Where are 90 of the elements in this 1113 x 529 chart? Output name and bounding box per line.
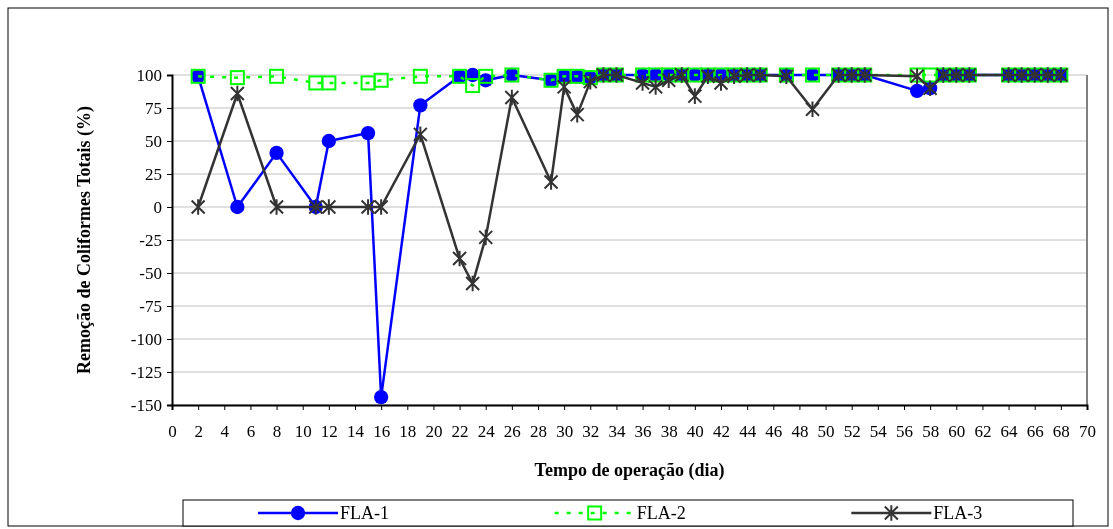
x-tick-label: 38 — [660, 421, 678, 441]
x-axis-title: Tempo de operação (dia) — [534, 460, 725, 481]
x-tick-label: 12 — [320, 421, 338, 441]
point — [805, 100, 820, 119]
point — [687, 87, 703, 105]
point — [504, 88, 520, 107]
point — [269, 145, 284, 161]
x-tick-label: 42 — [713, 421, 730, 441]
point — [413, 98, 428, 113]
point — [569, 105, 585, 124]
x-tick-label: 54 — [869, 421, 888, 441]
x-tick-label: 6 — [246, 421, 256, 441]
y-tick-label: -125 — [130, 362, 162, 382]
x-tick-label: 34 — [608, 421, 626, 441]
point — [269, 68, 285, 84]
y-tick-label: -100 — [130, 329, 162, 349]
point — [360, 198, 376, 216]
point — [190, 198, 206, 216]
point — [321, 198, 337, 216]
x-tick-label: 18 — [399, 421, 417, 441]
point — [321, 133, 337, 149]
y-tick-label: 25 — [145, 164, 162, 184]
x-tick-label: 64 — [1000, 421, 1019, 441]
point — [360, 75, 376, 91]
x-tick-label: 0 — [168, 421, 177, 441]
y-tick-label: 100 — [136, 65, 162, 85]
point — [648, 78, 664, 96]
x-tick-label: 20 — [425, 421, 443, 441]
point — [909, 83, 925, 98]
point — [373, 389, 389, 405]
legend-label: FLA-1 — [340, 503, 389, 523]
point — [269, 198, 285, 216]
point — [373, 72, 389, 88]
y-tick-label: 75 — [145, 98, 162, 118]
point — [713, 74, 729, 92]
point — [230, 199, 245, 215]
point — [922, 67, 938, 83]
point — [478, 228, 494, 247]
x-tick-label: 2 — [194, 421, 203, 441]
point — [556, 78, 572, 96]
y-tick-label: -150 — [130, 395, 162, 415]
point — [661, 71, 677, 90]
point — [360, 125, 376, 141]
point — [635, 74, 651, 92]
point — [465, 78, 481, 94]
x-tick-label: 60 — [948, 421, 966, 441]
x-tick-label: 8 — [272, 421, 282, 441]
x-tick-label: 28 — [530, 421, 547, 441]
legend-label: FLA-3 — [933, 503, 983, 523]
x-tick-label: 52 — [843, 421, 861, 441]
legend-label: FLA-2 — [636, 503, 686, 523]
x-tick-label: 68 — [1052, 421, 1070, 441]
x-tick-label: 48 — [791, 421, 809, 441]
x-tick-label: 32 — [582, 421, 600, 441]
point — [452, 249, 468, 268]
x-tick-label: 56 — [896, 421, 913, 441]
x-tick-label: 50 — [817, 421, 835, 441]
point — [229, 70, 245, 86]
x-tick-label: 70 — [1079, 421, 1096, 441]
point — [373, 198, 389, 216]
x-tick-label: 44 — [739, 421, 757, 441]
x-tick-label: 14 — [347, 421, 365, 441]
point — [308, 75, 324, 91]
point — [543, 173, 559, 191]
x-tick-label: 30 — [556, 421, 574, 441]
y-tick-label: -75 — [139, 296, 162, 316]
point — [478, 68, 494, 84]
point — [321, 75, 337, 91]
x-tick-label: 22 — [451, 421, 469, 441]
x-tick-label: 16 — [373, 421, 391, 441]
x-tick-label: 4 — [220, 421, 230, 441]
point — [412, 125, 428, 144]
y-tick-label: -50 — [139, 263, 162, 283]
x-tick-label: 66 — [1026, 421, 1044, 441]
y-axis-title: Remoção de Coliformes Totais (%) — [74, 106, 95, 374]
y-tick-label: 50 — [145, 131, 162, 151]
x-tick-label: 46 — [765, 421, 783, 441]
x-tick-label: 26 — [503, 421, 521, 441]
x-tick-label: 10 — [294, 421, 312, 441]
point — [465, 274, 481, 293]
y-tick-label: -25 — [139, 230, 162, 250]
y-tick-label: 0 — [153, 197, 162, 217]
x-tick-label: 40 — [686, 421, 704, 441]
x-tick-label: 62 — [974, 421, 992, 441]
point — [229, 84, 245, 103]
x-tick-label: 58 — [922, 421, 940, 441]
x-tick-label: 24 — [477, 421, 496, 441]
x-tick-label: 36 — [634, 421, 652, 441]
point — [582, 72, 598, 91]
point — [412, 68, 428, 84]
